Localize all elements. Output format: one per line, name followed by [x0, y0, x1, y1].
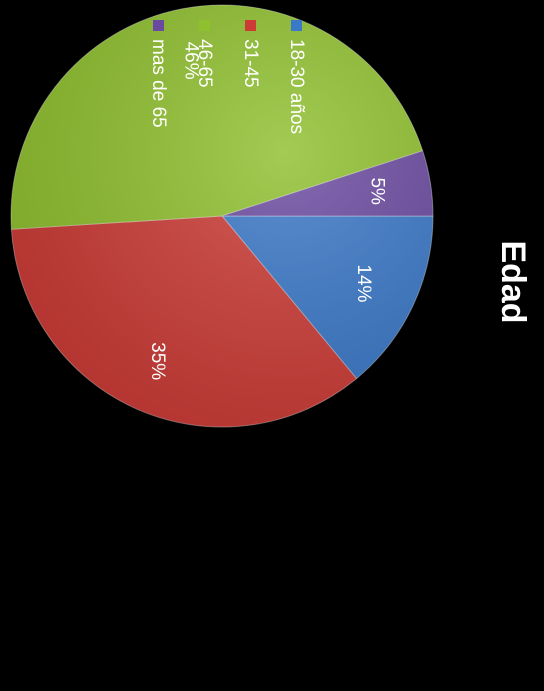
slice-label-3: 46%: [180, 42, 201, 80]
legend-label: 18-30 años: [286, 39, 307, 134]
legend-swatch: [245, 20, 256, 31]
legend-swatch: [199, 20, 210, 31]
slice-label-1: 14%: [353, 264, 374, 302]
legend[interactable]: 18-30 años 31-45 46-65 mas de 65: [148, 20, 307, 134]
slice-label-2: 35%: [147, 342, 168, 380]
legend-label: 46-65: [194, 39, 215, 88]
legend-swatch: [291, 20, 302, 31]
chart-title: Edad: [494, 240, 532, 323]
legend-item-2[interactable]: 31-45: [240, 20, 261, 88]
slice-label-4: 5%: [366, 177, 387, 205]
legend-label: 31-45: [240, 39, 261, 88]
legend-item-4[interactable]: mas de 65: [148, 20, 169, 128]
legend-label: mas de 65: [148, 39, 169, 128]
legend-item-1[interactable]: 18-30 años: [286, 20, 307, 134]
pie-slices: [10, 4, 434, 428]
legend-item-3[interactable]: 46-65: [194, 20, 215, 88]
slice-labels: 14% 35% 46% 5%: [147, 42, 387, 381]
legend-swatch: [153, 20, 164, 31]
